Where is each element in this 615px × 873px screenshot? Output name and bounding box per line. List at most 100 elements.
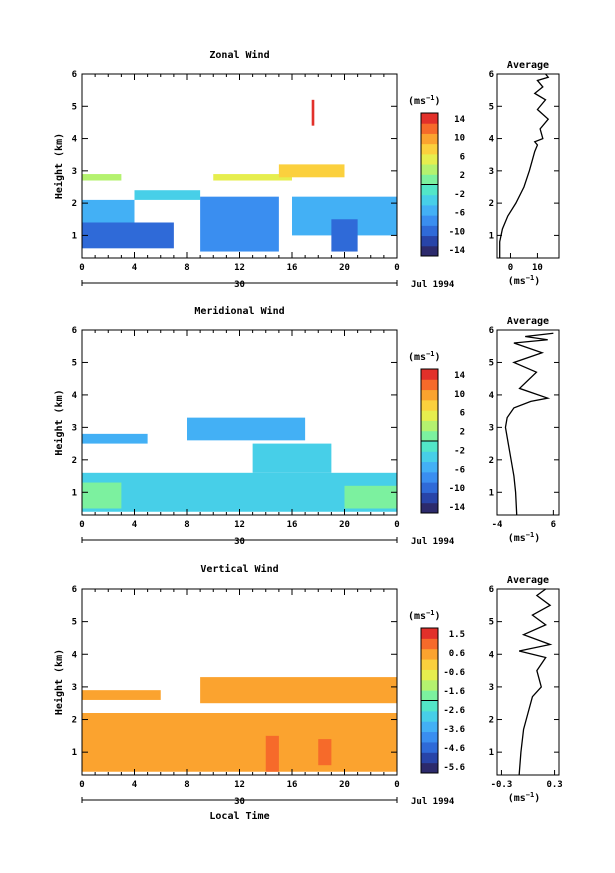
profile-x-tick-label: -0.3 (491, 780, 513, 790)
y-tick-label: 6 (72, 70, 77, 80)
panel-title: Vertical Wind (200, 563, 278, 575)
y-axis-label: Height (km) (53, 649, 65, 715)
profile-y-tick-label: 1 (489, 488, 494, 498)
colorbar-tick-label: -2 (454, 190, 465, 200)
colorbar-tick-label: -3.6 (443, 725, 465, 735)
colorbar-segment (421, 461, 438, 473)
panel-title: Zonal Wind (209, 49, 269, 61)
y-tick-label: 2 (72, 199, 77, 209)
x-tick-label: 16 (287, 780, 298, 790)
panel-title: Meridional Wind (194, 305, 284, 317)
colorbar-tick-label: 6 (460, 152, 465, 162)
profile-x-tick-label: 0.3 (546, 780, 562, 790)
heatmap-cell (82, 174, 122, 181)
day-label: 30 (234, 797, 245, 807)
profile-x-tick-label: 10 (532, 263, 543, 273)
heatmap-cell (187, 417, 306, 441)
y-tick-label: 5 (72, 358, 77, 368)
colorbar-segment (421, 502, 438, 514)
colorbar-tick-label: 0.6 (449, 649, 465, 659)
profile-y-tick-label: 5 (489, 618, 494, 628)
profile-title: Average (507, 316, 549, 327)
x-tick-label: 8 (184, 780, 189, 790)
colorbar-tick-label: -5.6 (443, 763, 465, 773)
date-label: Jul 1994 (411, 537, 455, 547)
colorbar-tick-label: 6 (460, 409, 465, 419)
x-tick-label: 8 (184, 520, 189, 530)
y-tick-label: 4 (72, 650, 78, 660)
y-tick-label: 3 (72, 167, 77, 177)
colorbar-tick-label: 2 (460, 171, 465, 181)
colorbar-segment (421, 235, 438, 247)
heatmap-cell (82, 433, 148, 444)
heatmap-cell (252, 443, 332, 473)
heatmap-cell (265, 735, 279, 772)
colorbar-tick-label: -6 (454, 465, 465, 475)
colorbar-segment (421, 133, 438, 145)
x-axis-label: Local Time (209, 810, 269, 822)
colorbar-segment (421, 710, 438, 722)
profile-y-tick-label: 3 (489, 167, 494, 177)
colorbar-segment (421, 184, 438, 196)
heatmap-cell (318, 739, 332, 766)
y-axis-label: Height (km) (53, 133, 65, 199)
profile-y-tick-label: 2 (489, 199, 494, 209)
x-tick-label: 4 (132, 263, 138, 273)
colorbar-segment (421, 204, 438, 216)
colorbar-segment (421, 679, 438, 691)
colorbar-label: (ms−1) (408, 350, 441, 363)
colorbar-label: (ms−1) (408, 609, 441, 622)
x-tick-label: 4 (132, 520, 138, 530)
x-tick-label: 20 (339, 263, 350, 273)
colorbar-segment (421, 389, 438, 401)
heatmap-cell (134, 190, 201, 200)
profile-frame (496, 329, 560, 516)
colorbar-tick-label: 10 (454, 134, 465, 144)
colorbar-segment (421, 123, 438, 134)
y-tick-label: 6 (72, 326, 77, 336)
colorbar-tick-label: 1.5 (449, 630, 465, 640)
profile-y-tick-label: 6 (489, 70, 494, 80)
profile-y-tick-label: 5 (489, 102, 494, 112)
colorbar-segment (421, 215, 438, 226)
colorbar-segment (421, 762, 438, 774)
colorbar-tick-label: -4.6 (443, 744, 465, 754)
colorbar-segment (421, 143, 438, 155)
day-label: 30 (234, 280, 245, 290)
profile-x-tick-label: -4 (492, 520, 503, 530)
colorbar-segment (421, 174, 438, 185)
y-tick-label: 5 (72, 102, 77, 112)
x-tick-label: 12 (234, 780, 245, 790)
y-tick-label: 2 (72, 456, 77, 466)
x-tick-label: 0 (79, 780, 84, 790)
x-tick-label: 12 (234, 520, 245, 530)
profile-frame (496, 588, 560, 776)
colorbar-tick-label: 14 (454, 371, 465, 381)
x-tick-label: 20 (339, 520, 350, 530)
colorbar-segment (421, 441, 438, 452)
colorbar-segment (421, 752, 438, 764)
colorbar-segment (421, 648, 438, 660)
profile-line (518, 588, 553, 776)
colorbar-segment (421, 245, 438, 257)
profile-y-tick-label: 3 (489, 683, 494, 693)
colorbar-segment (421, 482, 438, 493)
x-tick-label: 8 (184, 263, 189, 273)
colorbar-segment (421, 194, 438, 206)
heatmap-cell (200, 677, 397, 704)
profile-y-tick-label: 1 (489, 748, 494, 758)
profile-line (499, 73, 550, 258)
colorbar-tick-label: -2 (454, 446, 465, 456)
y-tick-label: 6 (72, 585, 77, 595)
colorbar-segment (421, 451, 438, 463)
colorbar-tick-label: 10 (454, 390, 465, 400)
colorbar-tick-label: -10 (449, 484, 465, 494)
y-axis-label: Height (km) (53, 389, 65, 455)
colorbar-segment (421, 369, 438, 380)
profile-y-tick-label: 2 (489, 456, 494, 466)
profile-title: Average (507, 575, 549, 586)
heatmap-cell (344, 485, 397, 509)
heatmap-cell (82, 713, 397, 772)
profile-y-tick-label: 2 (489, 716, 494, 726)
colorbar-label: (ms−1) (408, 94, 441, 107)
